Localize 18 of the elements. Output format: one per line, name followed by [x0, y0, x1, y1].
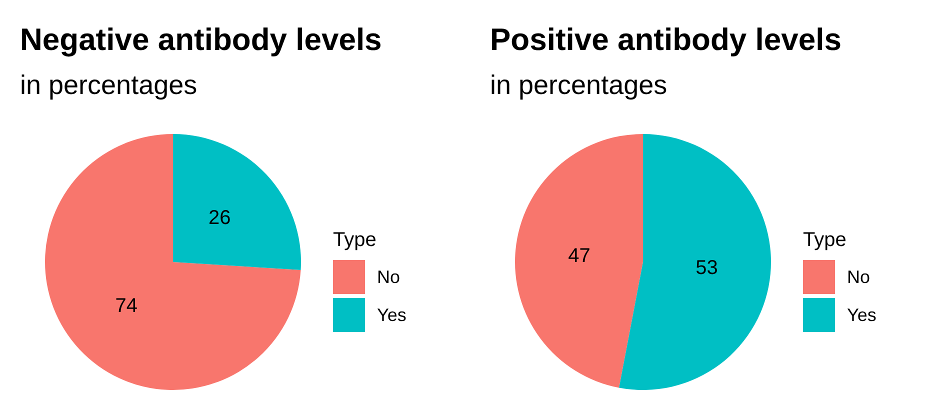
- chart-subtitle: in percentages: [490, 70, 668, 100]
- legend-label: No: [847, 267, 870, 287]
- pie-slice: [173, 134, 301, 270]
- legend-label: No: [377, 267, 400, 287]
- legend-title: Type: [803, 229, 846, 251]
- legend-label: Yes: [377, 305, 406, 325]
- data-label: 47: [568, 244, 590, 267]
- pie-slice: [515, 134, 643, 388]
- chart-title: Negative antibody levels: [20, 22, 382, 57]
- pie-slice: [45, 134, 301, 390]
- pie-slice: [619, 134, 771, 390]
- data-label: 74: [115, 294, 138, 317]
- data-label: 53: [696, 257, 718, 280]
- data-label: 26: [208, 207, 231, 230]
- legend-label: Yes: [847, 305, 876, 325]
- chart-title: Positive antibody levels: [490, 22, 842, 57]
- legend-title: Type: [333, 229, 376, 251]
- chart-subtitle: in percentages: [20, 70, 198, 100]
